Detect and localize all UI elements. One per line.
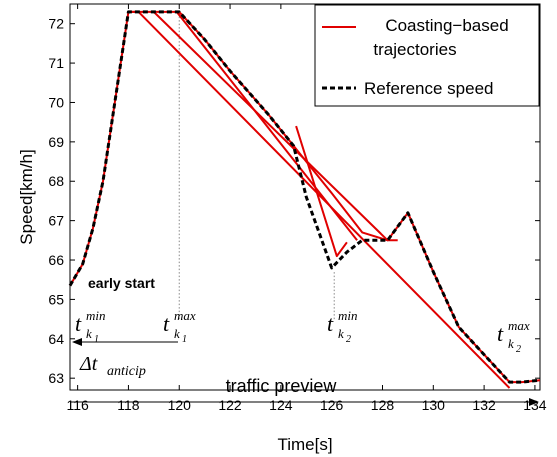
t-k2-max-sup: max [508,318,530,333]
x-tick-label: 122 [218,397,242,413]
legend: Coasting−based trajectories Reference sp… [314,4,540,107]
y-tick-label: 66 [48,252,64,268]
y-tick-label: 68 [48,173,64,189]
t-k1-min-label: t min k 1 [75,308,106,345]
traffic-preview-label: traffic preview [226,376,338,396]
x-tick-label: 124 [269,397,293,413]
reference-speed-line [68,10,541,384]
early-start-label: early start [88,275,155,291]
y-tick-label: 65 [48,291,64,307]
y-tick-label: 69 [48,134,64,150]
legend-label-coasting-2: trajectories [373,40,456,59]
delta-t-symbol: Δt [79,353,98,375]
x-tick-label: 126 [320,397,344,413]
x-tick-label: 134 [523,397,547,413]
legend-box [314,4,540,107]
reference-lines [178,11,335,320]
x-tick-label: 130 [422,397,446,413]
t-k1-min-sup: min [86,308,106,323]
anticipation-arrow [72,338,178,346]
t-k1-min-base: t [75,311,82,336]
coasting-trajectory-line [175,11,358,241]
y-tick-label: 71 [48,55,64,71]
y-tick-label: 72 [48,16,64,32]
x-tick-label: 132 [472,397,496,413]
x-axis-label: Time[s] [277,435,332,454]
delta-t-sub: anticip [107,364,146,379]
y-tick-label: 67 [48,213,64,229]
t-k2-min-sup: min [338,308,358,323]
y-axis-label: Speed[km/h] [17,149,36,244]
t-k2-min-label: t min k 2 [327,308,358,345]
x-tick-label: 118 [117,397,140,413]
x-axis-ticks: 116 118 120 122 124 126 128 130 132 134 [66,4,547,413]
t-k2-min-subsub: 2 [346,334,351,345]
t-k2-min-base: t [327,311,334,336]
t-k1-max-label: t max k 1 [163,308,196,345]
y-axis-ticks: 63 64 65 66 67 68 69 70 71 72 [48,16,540,386]
y-tick-label: 64 [48,331,64,347]
t-k1-min-sub: k [86,326,92,341]
x-tick-label: 128 [371,397,395,413]
t-k1-max-subsub: 1 [182,334,187,345]
t-k1-max-base: t [163,311,170,336]
traffic-preview-arrow [71,398,539,406]
t-k2-max-label: t max k 2 [497,318,530,355]
t-k2-max-subsub: 2 [516,344,521,355]
coasting-trajectory-line [295,125,348,258]
y-tick-label: 63 [48,370,64,386]
t-k2-max-sub: k [508,336,514,351]
reference-speed-series [68,10,541,384]
t-k2-max-base: t [497,321,504,346]
legend-label-reference: Reference speed [364,79,493,98]
t-k2-min-sub: k [338,326,344,341]
legend-label-coasting-1: Coasting−based [385,16,508,35]
y-tick-label: 70 [48,94,64,110]
t-k1-min-subsub: 1 [94,334,99,345]
x-tick-label: 120 [168,397,192,413]
t-k1-max-sub: k [174,326,180,341]
x-tick-label: 116 [66,397,89,413]
delta-t-anticip-label: Δt anticip [79,353,146,379]
t-k1-max-sup: max [174,308,196,323]
coasting-trajectory-line [153,11,398,242]
